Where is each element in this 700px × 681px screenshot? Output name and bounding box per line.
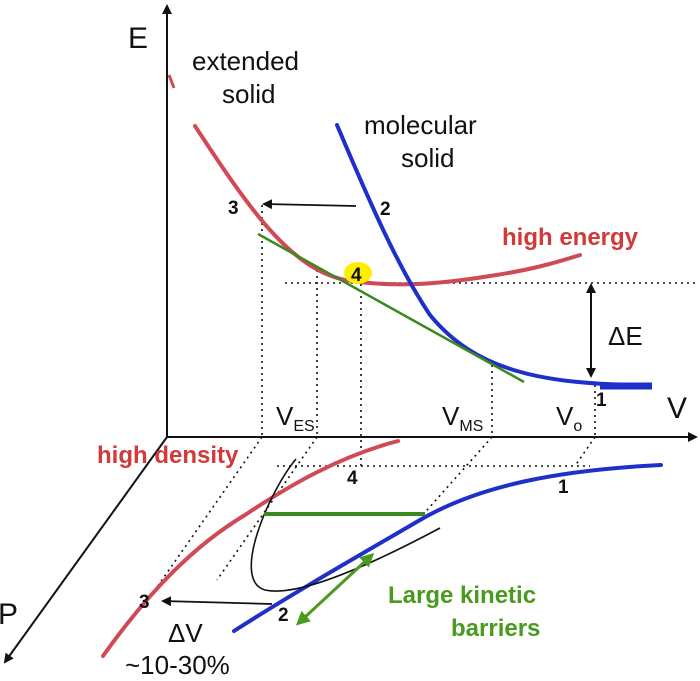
energy-axis-label: E [128,22,148,55]
top-compression-arrow [262,199,357,210]
slant-ves [216,436,318,581]
slant-vms [419,436,493,519]
high-density-label: high density [97,442,239,469]
point-2-top: 2 [380,199,391,220]
point-4-top: 4 [351,265,362,286]
extended-solid-pv-curve [101,439,400,658]
delta-v-range-label: ~10-30% [125,650,230,680]
bottom-compression-arrow [161,596,273,607]
kinetic-barrier-label-line1: Large kinetic [388,582,536,609]
point-2-bottom: 2 [278,605,289,626]
kinetic-barrier-label-line2: barriers [451,615,540,642]
point-3-top: 3 [228,198,239,219]
volume-axis-label: V [667,392,687,425]
slant-vo [574,436,596,467]
point-4-highlight [344,262,372,284]
pressure-axis-label: P [0,598,18,631]
extended-solid-label-line2: solid [222,79,275,109]
molecular-solid-pv-curve [232,463,663,633]
molecular-solid-label-line2: solid [401,143,454,173]
kinetic-barrier-arrow [295,552,375,626]
extended-solid-label-line1: extended [192,46,299,76]
molecular-solid-energy-curve [335,123,652,387]
metastable-loop-curve [250,458,441,592]
v-ms-label: VMS [442,401,483,435]
v-o-label: Vo [556,401,582,435]
point-1-bottom: 1 [558,477,569,498]
common-tangent-line [257,232,525,384]
extended-solid-curve-tail [167,74,176,89]
pressure-axis [3,436,168,664]
extended-solid-energy-curve [193,124,582,287]
high-energy-label: high energy [502,224,639,251]
delta-e-label: ΔE [608,321,643,351]
point-4-bottom: 4 [347,468,358,489]
v-es-label: VES [276,401,315,435]
projection-lines [147,205,698,601]
molecular-solid-label-line1: molecular [364,110,477,140]
point-1-top: 1 [596,390,607,411]
delta-v-label: ΔV [168,618,203,648]
point-3-bottom: 3 [139,592,150,613]
